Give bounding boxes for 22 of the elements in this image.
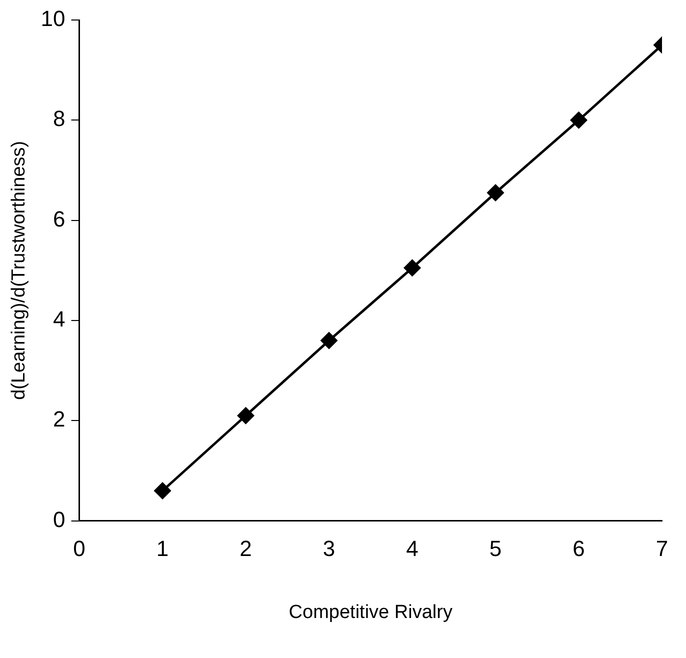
point — [570, 112, 588, 128]
x-tick-label: 3 — [322, 536, 336, 562]
x-tick-label: 6 — [572, 536, 585, 562]
x-tick-label: 2 — [240, 536, 252, 562]
x-axis-title: Competitive Rivalry — [288, 602, 453, 623]
point — [487, 184, 504, 202]
y-tick-label: 2 — [53, 406, 66, 432]
y-tick-label: 6 — [53, 206, 66, 232]
y-tick-label: 4 — [53, 306, 66, 332]
y-axis-title: d(Learning)/d(Trustworthiness) — [8, 140, 30, 400]
point — [320, 332, 338, 349]
x-tick-label: 4 — [406, 536, 418, 562]
y-tick-label: 8 — [53, 106, 66, 132]
x-tick-label: 7 — [656, 536, 668, 562]
y-tick-label: 10 — [40, 6, 66, 32]
point — [238, 407, 254, 424]
x-tick-label: 0 — [73, 536, 86, 562]
point — [404, 260, 421, 276]
x-tick-label: 1 — [156, 536, 169, 562]
point — [154, 482, 171, 499]
x-tick-label: 5 — [489, 536, 502, 562]
y-tick-label: 0 — [53, 506, 66, 532]
